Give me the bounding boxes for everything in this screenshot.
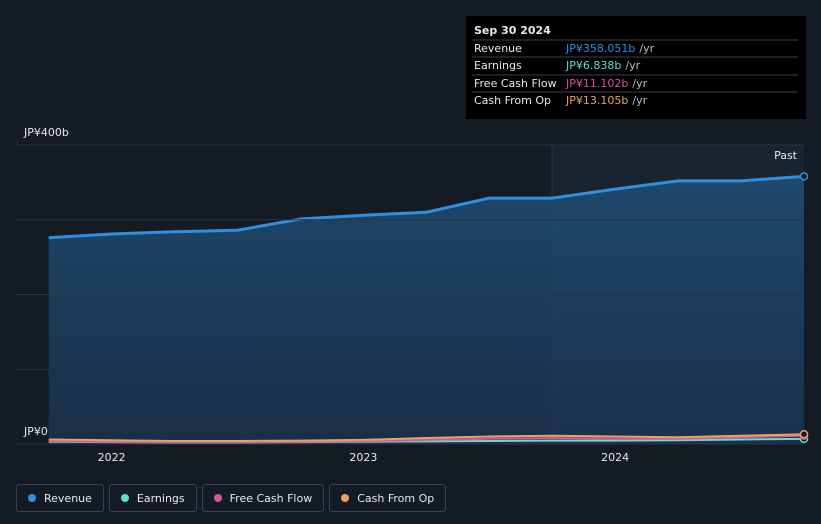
series-line — [48, 433, 805, 443]
x-tick-label: 2023 — [349, 451, 377, 464]
tooltip-label: Revenue — [474, 42, 522, 55]
tooltip-value-text: JP¥11.102b — [565, 77, 628, 90]
legend-swatch — [120, 494, 129, 502]
legend-label: Free Cash Flow — [229, 491, 313, 505]
chart: Past JP¥0 JP¥400b 2022 2023 2024 Sep 30 2024… — [16, 16, 809, 464]
x-tick-label: 2024 — [601, 451, 629, 464]
tooltip-date: Sep 30 2024 — [474, 24, 551, 37]
tooltip-unit: /yr — [632, 77, 647, 90]
y-tick-label: JP¥0 — [23, 425, 48, 438]
end-dot — [799, 429, 809, 439]
series-line — [48, 434, 805, 444]
x-tick-label: 2022 — [98, 451, 126, 464]
legend-swatch — [341, 494, 350, 502]
tooltip-value-text: JP¥13.105b — [565, 94, 628, 107]
tooltip-unit: /yr — [639, 42, 654, 55]
tooltip-label: Free Cash Flow — [474, 77, 557, 90]
tooltip-unit: /yr — [632, 94, 647, 107]
series-line — [48, 174, 805, 240]
y-tick-label: JP¥400b — [23, 126, 69, 139]
legend-item[interactable]: Earnings — [108, 484, 197, 512]
tooltip-label: Cash From Op — [474, 94, 551, 107]
tooltip-box — [466, 16, 806, 119]
legend-label: Cash From Op — [357, 491, 435, 505]
tooltip-value: JP¥13.105b/yr — [565, 94, 648, 107]
tooltip-value: JP¥11.102b/yr — [565, 77, 648, 90]
legend-swatch — [213, 494, 222, 502]
end-dot — [799, 172, 809, 181]
tooltip-value-text: JP¥6.838b — [565, 59, 621, 72]
revenue-area — [48, 176, 804, 444]
tooltip-value: JP¥6.838b/yr — [565, 59, 641, 72]
tooltip-unit: /yr — [625, 59, 640, 72]
legend-label: Revenue — [44, 491, 92, 505]
tooltip: Sep 30 2024 Revenue JP¥358.051b/yr Earning… — [466, 16, 806, 119]
legend-swatch — [28, 494, 36, 502]
legend-item[interactable]: Free Cash Flow — [201, 484, 325, 512]
tooltip-value: JP¥358.051b/yr — [565, 42, 655, 55]
legend-item[interactable]: Cash From Op — [329, 484, 447, 512]
tooltip-label: Earnings — [474, 59, 522, 72]
tooltip-value-text: JP¥358.051b — [565, 42, 635, 55]
legend-item[interactable]: Revenue — [16, 484, 104, 512]
legend-label: Earnings — [136, 491, 185, 505]
past-label: Past — [774, 149, 798, 162]
legend: Revenue Earnings Free Cash Flow Cash From O… — [16, 484, 447, 512]
